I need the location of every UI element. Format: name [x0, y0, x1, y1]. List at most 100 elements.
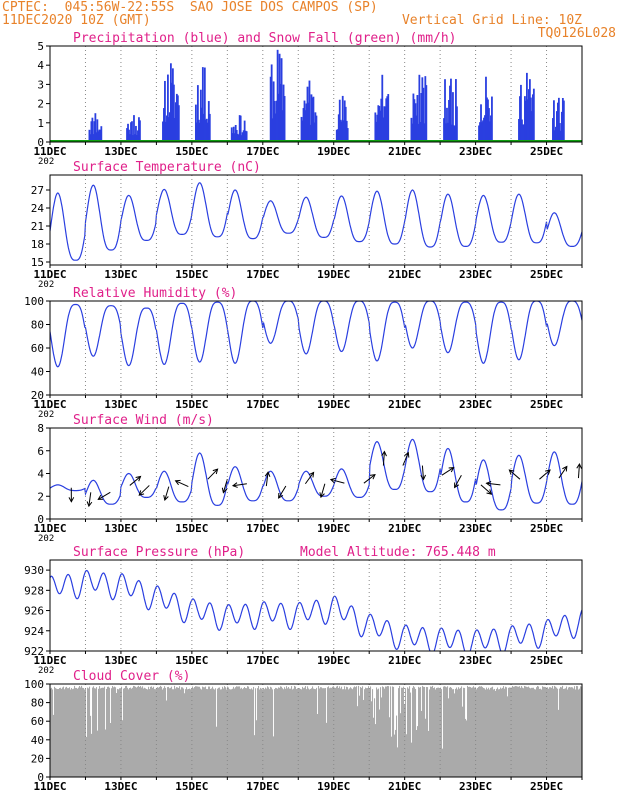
cloud-bar	[577, 686, 579, 777]
cloud-bar	[287, 688, 289, 777]
cloud-bar	[449, 687, 451, 777]
cloud-bar	[555, 686, 557, 777]
precip-bar	[171, 68, 174, 142]
x-year-fragment: 202	[38, 410, 54, 420]
x-tick-label: 11DEC	[33, 780, 66, 793]
cloud-bar	[122, 720, 124, 777]
cloud-bar	[567, 689, 569, 777]
cloud-bar	[476, 689, 478, 777]
cloud-bar	[267, 686, 269, 777]
precip-bar	[139, 120, 141, 142]
cloud-bar	[95, 688, 97, 777]
cloud-bar	[492, 686, 494, 777]
wind-arrow-shaft	[97, 491, 111, 500]
x-tick-label: 17DEC	[246, 145, 279, 158]
cloud-bar	[264, 689, 266, 777]
wind-arrow-shaft	[304, 472, 315, 485]
cloud-bar	[521, 686, 523, 777]
wind-arrow-shaft	[441, 467, 454, 476]
cloud-bar	[215, 688, 217, 777]
cloud-bar	[175, 688, 177, 777]
cloud-bar	[238, 686, 240, 777]
cloud-bar	[512, 686, 514, 777]
wind-arrow-head	[545, 469, 551, 475]
cloud-bar	[76, 687, 78, 777]
precip-bar	[590, 120, 592, 142]
cloud-bar	[360, 687, 362, 777]
precip-bar	[177, 105, 180, 142]
panel-title-5: Cloud Cover (%)	[73, 669, 190, 684]
cloud-bar	[89, 686, 91, 777]
panel-plot-5	[50, 685, 582, 777]
precip-bar	[382, 117, 385, 142]
cloud-bar	[291, 686, 293, 777]
cloud-bar	[294, 685, 296, 777]
cloud-bar	[543, 686, 545, 777]
precip-bar	[526, 72, 528, 142]
precip-bar	[302, 108, 305, 142]
precip-bar	[558, 123, 561, 142]
cloud-bar	[231, 689, 233, 777]
cloud-bar	[341, 686, 343, 777]
panel-title-3: Surface Wind (m/s)	[73, 413, 214, 428]
cloud-bar	[331, 687, 333, 777]
precip-bar	[272, 81, 275, 142]
precip-bar	[425, 85, 428, 142]
cloud-bar	[374, 698, 376, 777]
cloud-bar	[320, 687, 322, 777]
cloud-bar	[271, 687, 273, 777]
x-tick-label: 19DEC	[317, 145, 350, 158]
precip-bar	[234, 124, 237, 142]
precip-bar	[196, 85, 199, 142]
precip-bar	[337, 114, 340, 142]
cloud-bar	[232, 688, 234, 777]
precip-bar	[132, 135, 134, 142]
cloud-bar	[91, 733, 93, 777]
x-tick-label: 13DEC	[104, 522, 137, 535]
cloud-bar	[154, 689, 156, 777]
x-tick-label: 23DEC	[459, 780, 492, 793]
cloud-bar	[470, 687, 472, 777]
cloud-bar	[199, 686, 201, 777]
precip-bar	[98, 129, 101, 142]
cloud-bar	[333, 686, 335, 777]
cloud-bar	[310, 688, 312, 777]
precip-bar	[312, 96, 315, 142]
cloud-bar	[283, 689, 285, 777]
cloud-bar	[549, 687, 551, 777]
precip-bar	[489, 121, 491, 142]
cloud-bar	[225, 687, 227, 777]
cloud-bar	[235, 687, 237, 777]
precip-bar	[236, 133, 239, 142]
cloud-bar	[509, 687, 511, 777]
cloud-bar	[363, 699, 365, 777]
precip-bar	[174, 102, 177, 142]
cloud-bar	[385, 686, 387, 777]
x-tick-label: 11DEC	[33, 145, 66, 158]
cloud-bar	[507, 696, 509, 777]
panel-annotation-4: Model Altitude: 765.448 m	[300, 545, 496, 560]
precip-bar	[383, 106, 386, 142]
cloud-bar	[274, 689, 276, 777]
cloud-bar	[106, 688, 108, 777]
cloud-bar	[157, 687, 159, 777]
cloud-bar	[426, 686, 428, 777]
cloud-bar	[239, 686, 241, 777]
precip-bar	[167, 74, 169, 142]
cloud-bar	[527, 687, 529, 777]
cloud-bar	[576, 685, 578, 777]
cloud-bar	[456, 687, 458, 777]
cloud-bar	[216, 726, 218, 777]
cloud-bar	[479, 686, 481, 777]
precip-bar	[340, 121, 343, 142]
precip-bar	[601, 121, 603, 142]
cloud-bar	[515, 686, 517, 777]
cloud-bar	[532, 687, 534, 777]
cloud-bar	[563, 688, 565, 777]
cloud-bar	[337, 685, 339, 777]
cloud-bar	[491, 687, 493, 777]
y-tick-label: 5	[37, 40, 44, 53]
precip-bar	[524, 96, 526, 142]
precip-bar	[597, 109, 599, 142]
precip-bar	[232, 126, 235, 142]
